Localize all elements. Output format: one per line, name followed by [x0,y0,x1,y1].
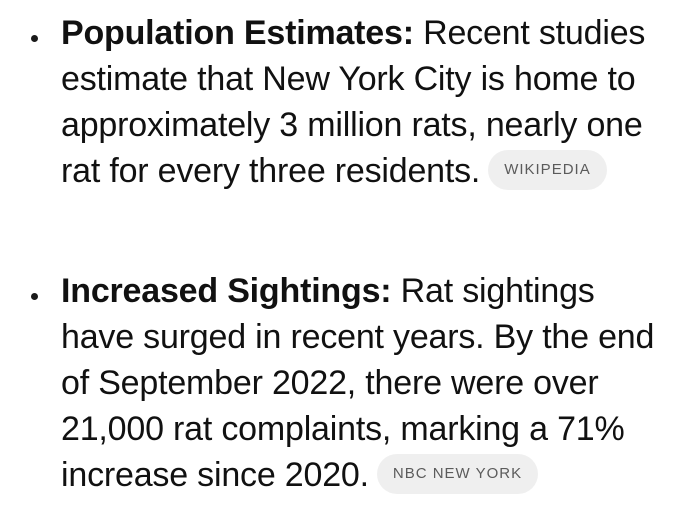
item-body: Rat sightings have surged in recent year… [61,272,655,494]
item-body: Recent studies estimate that New York Ci… [61,14,646,190]
item-heading: Population Estimates: [61,14,414,52]
list-item-text: Increased Sightings: Rat sightings have … [61,268,661,498]
list-item-text: Population Estimates: Recent studies est… [61,10,661,194]
bullet-dot-icon [31,35,38,42]
source-citation-button[interactable]: WIKIPEDIA [488,150,607,191]
source-citation-button[interactable]: NBC NEW YORK [376,454,539,495]
bullet-dot-icon [31,293,38,300]
item-heading: Increased Sightings: [61,272,392,310]
